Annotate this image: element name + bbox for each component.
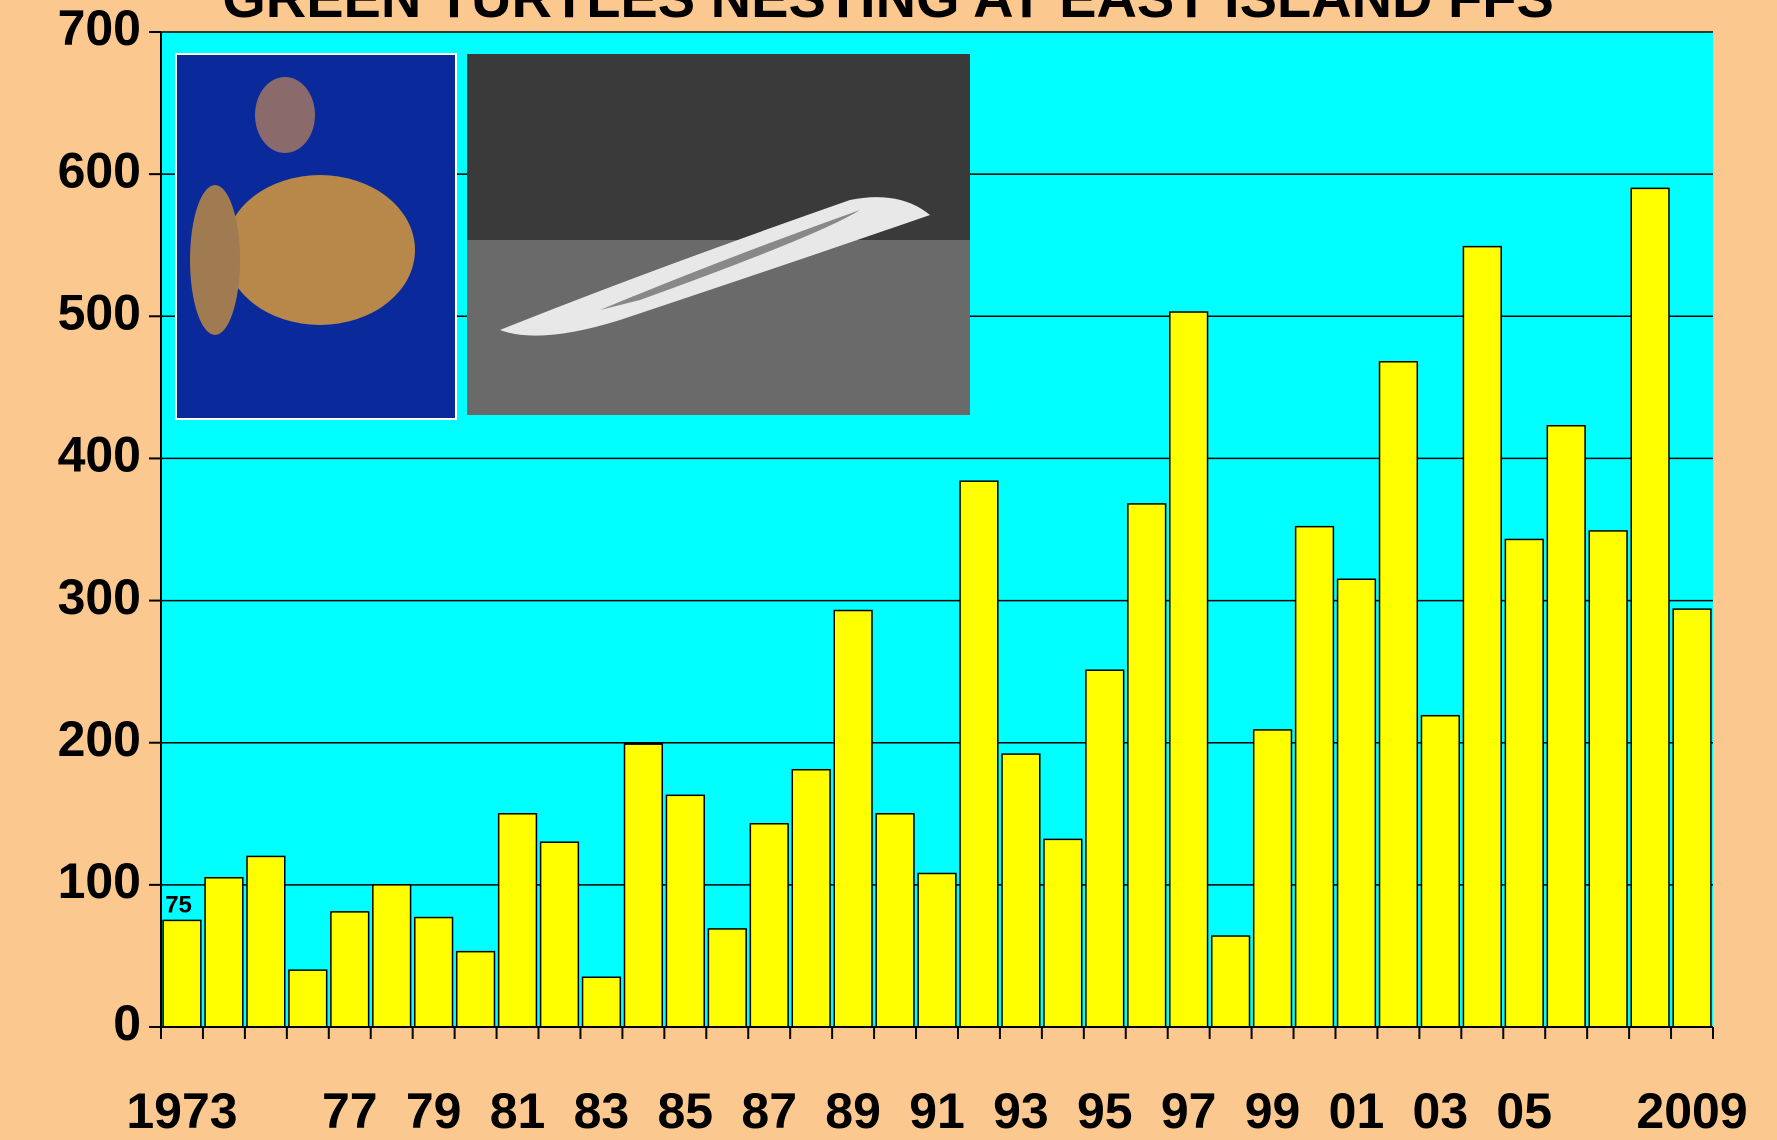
bar: [1085, 669, 1125, 1028]
turtle-head: [255, 77, 315, 153]
bar: [372, 884, 412, 1028]
x-tick-label: 03: [1413, 1083, 1469, 1139]
x-tick-label: 05: [1496, 1083, 1552, 1139]
island-photo: [467, 54, 970, 415]
bar: [455, 950, 496, 1028]
bar: [1001, 753, 1041, 1028]
bar: [1420, 714, 1460, 1028]
x-tick-label: 87: [741, 1083, 797, 1139]
bar: [1043, 838, 1083, 1028]
bar: [581, 976, 622, 1028]
x-tick-label: 1973: [126, 1083, 237, 1139]
y-tick-label: 100: [58, 853, 141, 909]
y-tick-label: 0: [113, 995, 141, 1051]
x-tick-label: 89: [825, 1083, 881, 1139]
bar: [959, 480, 999, 1028]
x-tick-label: 79: [406, 1083, 462, 1139]
y-tick-label: 200: [58, 711, 141, 767]
bar: [833, 609, 873, 1028]
bar: [1546, 424, 1586, 1028]
bar: [1630, 187, 1670, 1028]
bar: [162, 919, 202, 1028]
x-tick-label: 97: [1161, 1083, 1217, 1139]
bar: [1336, 578, 1377, 1028]
bar: [330, 911, 370, 1028]
bar: [246, 855, 286, 1028]
bar: [288, 969, 328, 1028]
bar: [204, 877, 244, 1028]
x-tick-label: 83: [574, 1083, 630, 1139]
x-tick-label: 77: [322, 1083, 378, 1139]
bar: [875, 813, 915, 1028]
bar: [1210, 935, 1251, 1028]
y-tick-label: 700: [58, 0, 141, 56]
bar: [1127, 503, 1167, 1028]
bar: [1462, 245, 1502, 1028]
x-tick-label: 2009: [1636, 1083, 1747, 1139]
x-tick-label: 81: [490, 1083, 546, 1139]
turtle-photo: [175, 53, 457, 420]
bar: [539, 841, 580, 1028]
turtle-shell: [225, 175, 415, 325]
bar: [1294, 525, 1335, 1028]
bar: [497, 813, 538, 1028]
bar: [707, 928, 747, 1028]
bar: [665, 794, 705, 1028]
y-tick-label: 600: [58, 142, 141, 198]
marks: 0 100 200 300 400 500 600 700 1973 75 77 79 81 83 85 87…: [58, 0, 1748, 1139]
bar: [623, 743, 664, 1028]
bar: [1588, 530, 1628, 1028]
x-tick-label: 01: [1329, 1083, 1385, 1139]
x-tick-label: 93: [993, 1083, 1049, 1139]
bar: [414, 916, 454, 1028]
bar: [917, 872, 957, 1028]
x-tick-label: 99: [1245, 1083, 1301, 1139]
island-vegetation: [600, 210, 860, 310]
y-tick-label: 400: [58, 427, 141, 483]
x-tick-label: 95: [1077, 1083, 1133, 1139]
y-tick-label: 500: [58, 284, 141, 340]
value-label: 75: [165, 892, 192, 919]
bar: [1672, 608, 1712, 1028]
bar: [749, 822, 789, 1028]
bar: [1252, 729, 1293, 1028]
x-tick-label: 91: [909, 1083, 965, 1139]
chart-title: GREEN TURTLES NESTING AT EAST ISLAND FFS: [222, 0, 1554, 29]
x-tick-label: 85: [658, 1083, 714, 1139]
turtle-flipper: [190, 185, 240, 335]
y-tick-label: 300: [58, 569, 141, 625]
bar: [791, 768, 831, 1028]
bar: [1169, 311, 1209, 1028]
bar: [1504, 538, 1544, 1028]
bar: [1378, 361, 1419, 1028]
